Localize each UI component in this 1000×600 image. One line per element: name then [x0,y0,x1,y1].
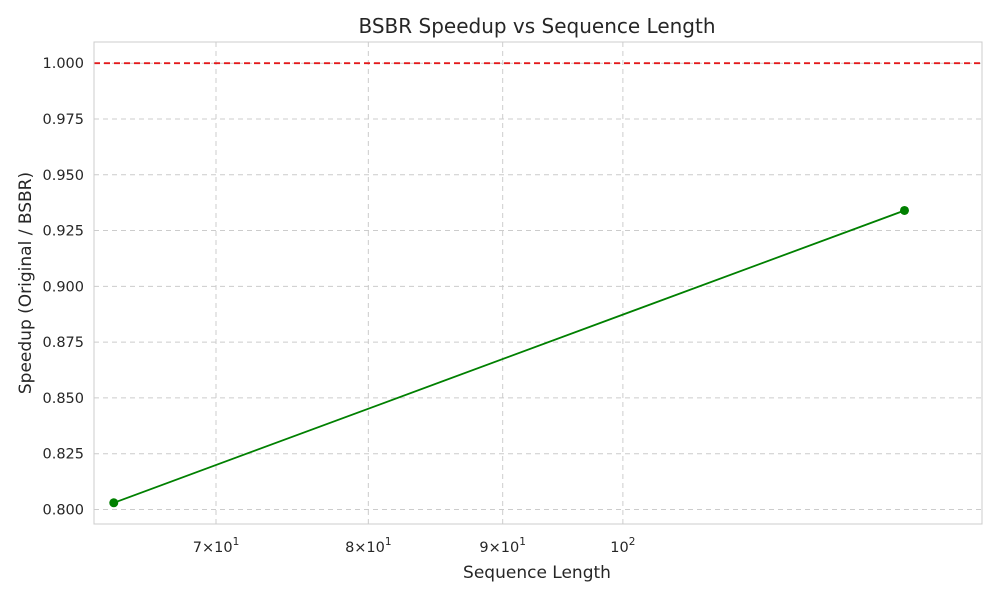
y-tick-labels: 0.800 0.825 0.850 0.875 0.900 0.925 0.950 0.975… [42,56,84,518]
x-tick-label: 102 [610,536,635,556]
y-tick-label: 0.900 [42,279,84,295]
x-tick-label: 8×101 [345,536,392,556]
y-tick-label: 0.975 [42,112,84,128]
y-tick-label: 1.000 [42,56,84,72]
y-tick-label: 0.800 [42,502,84,518]
y-tick-label: 0.925 [42,224,84,240]
data-point [899,205,909,215]
x-axis-label: Sequence Length [463,563,611,583]
x-tick-label: 7×101 [193,536,240,556]
grid [94,42,982,524]
y-tick-label: 0.875 [42,335,84,351]
y-tick-label: 0.850 [42,391,84,407]
x-tick-labels: 7×101 8×101 9×101 102 [193,536,636,556]
data-point [109,498,119,508]
y-axis-label: Speedup (Original / BSBR) [16,172,36,394]
series [109,205,909,508]
chart-title: BSBR Speedup vs Sequence Length [358,14,715,38]
y-tick-label: 0.950 [42,168,84,184]
series-line [113,209,905,504]
plot-frame [93,41,983,525]
y-tick-label: 0.825 [42,447,84,463]
x-tick-label: 9×101 [479,536,526,556]
